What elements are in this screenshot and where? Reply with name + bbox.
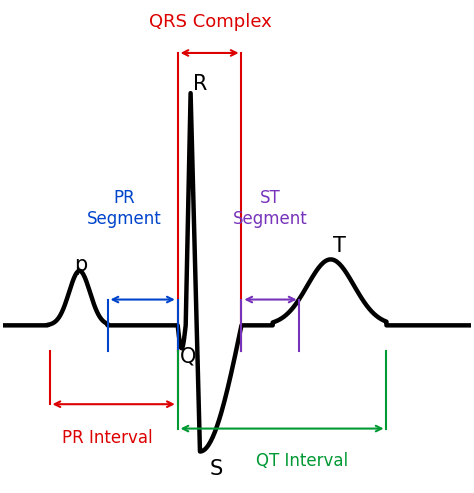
Text: Q: Q bbox=[180, 347, 196, 367]
Text: PR Interval: PR Interval bbox=[62, 428, 153, 447]
Text: ST
Segment: ST Segment bbox=[233, 189, 308, 228]
Text: T: T bbox=[333, 237, 346, 256]
Text: PR
Segment: PR Segment bbox=[87, 189, 162, 228]
Text: p: p bbox=[74, 255, 88, 275]
Text: R: R bbox=[193, 74, 207, 95]
Text: S: S bbox=[210, 458, 223, 479]
Text: QT Interval: QT Interval bbox=[255, 452, 348, 469]
Text: QRS Complex: QRS Complex bbox=[149, 13, 272, 32]
